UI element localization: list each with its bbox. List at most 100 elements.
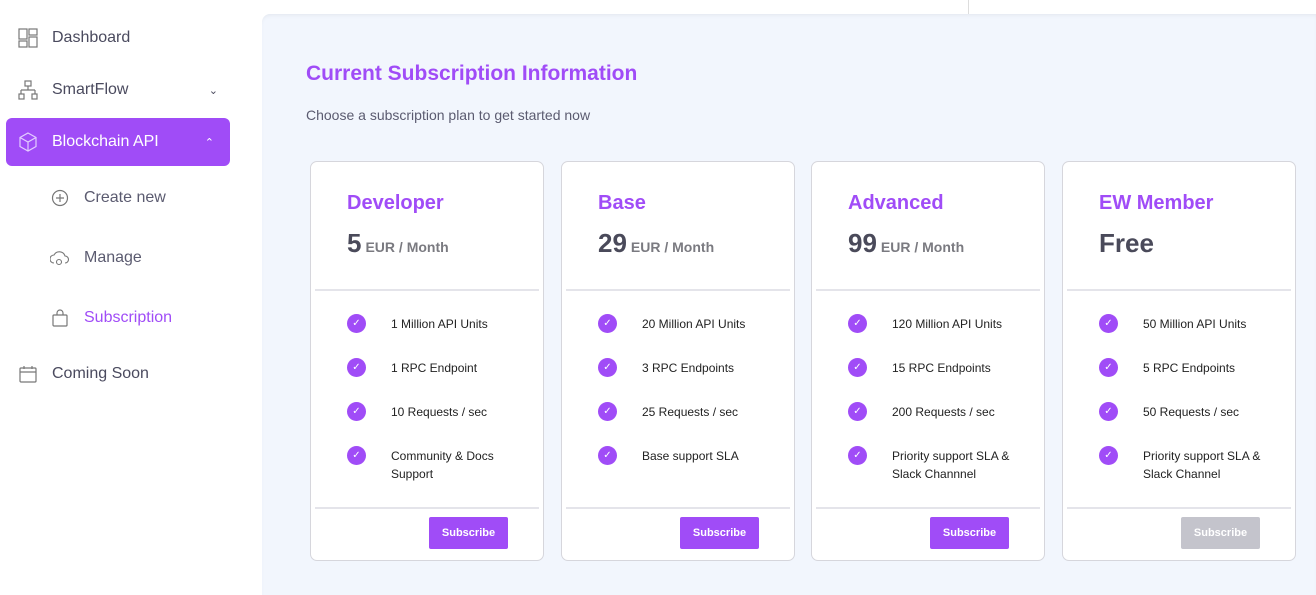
feature-text: 5 RPC Endpoints [1143, 361, 1236, 375]
feature-item: ✓ 5 RPC Endpoints [1099, 358, 1269, 377]
plan-price: 29 EUR / Month [598, 228, 714, 259]
check-circle-icon: ✓ [347, 314, 366, 333]
feature-item: ✓ 3 RPC Endpoints [598, 358, 768, 377]
sidebar-item-coming-soon[interactable]: Coming Soon [18, 364, 149, 384]
feature-text: 50 Million API Units [1143, 317, 1247, 331]
feature-item: ✓ 50 Requests / sec [1099, 402, 1269, 421]
subscribe-button[interactable]: Subscribe [1181, 517, 1260, 549]
sidebar-item-dashboard[interactable]: Dashboard [18, 28, 130, 48]
sidebar-item-smartflow[interactable]: SmartFlow ⌄ [18, 80, 218, 100]
check-circle-icon: ✓ [347, 402, 366, 421]
feature-item: ✓ Base support SLA [598, 446, 768, 465]
feature-text: Base support SLA [642, 449, 739, 463]
sidebar-item-label: Create new [84, 189, 166, 206]
feature-item: ✓ 15 RPC Endpoints [848, 358, 1018, 377]
divider [1067, 289, 1291, 291]
check-circle-icon: ✓ [598, 358, 617, 377]
cloud-gear-icon [50, 248, 70, 268]
feature-item: ✓ Community & Docs Support [347, 446, 517, 483]
page-title: Current Subscription Information [306, 62, 638, 85]
plan-price: Free [1099, 228, 1158, 259]
feature-item: ✓ 25 Requests / sec [598, 402, 768, 421]
dashboard-icon [18, 28, 38, 48]
main-content: Current Subscription Information Choose … [262, 14, 1316, 595]
sidebar: Dashboard SmartFlow ⌄ Blockchain API ⌃ Cre… [0, 0, 262, 595]
divider [816, 507, 1040, 509]
feature-item: ✓ 1 Million API Units [347, 314, 517, 333]
check-circle-icon: ✓ [347, 446, 366, 465]
calendar-icon [18, 364, 38, 384]
divider [315, 289, 539, 291]
chevron-down-icon: ⌄ [208, 84, 218, 97]
feature-text: 50 Requests / sec [1143, 405, 1240, 419]
price-amount: 29 [598, 228, 627, 258]
feature-text: 3 RPC Endpoints [642, 361, 735, 375]
price-amount: Free [1099, 228, 1154, 258]
flow-icon [18, 80, 38, 100]
chevron-up-icon: ⌃ [204, 136, 214, 149]
check-circle-icon: ✓ [848, 402, 867, 421]
plan-card: Base 29 EUR / Month ✓ 20 Million API Units… [561, 161, 795, 561]
subscribe-button[interactable]: Subscribe [930, 517, 1009, 549]
feature-text: Priority support SLA & Slack Channel [1143, 449, 1261, 481]
feature-text: 1 Million API Units [391, 317, 488, 331]
plan-card: Developer 5 EUR / Month ✓ 1 Million API Un… [310, 161, 544, 561]
bag-icon [50, 308, 70, 328]
check-circle-icon: ✓ [1099, 314, 1118, 333]
feature-text: 25 Requests / sec [642, 405, 739, 419]
plan-name: EW Member [1099, 192, 1214, 214]
check-circle-icon: ✓ [848, 314, 867, 333]
check-circle-icon: ✓ [848, 446, 867, 465]
check-circle-icon: ✓ [598, 314, 617, 333]
sidebar-item-label: Manage [84, 249, 142, 266]
feature-item: ✓ 20 Million API Units [598, 314, 768, 333]
divider [816, 289, 1040, 291]
feature-item: ✓ 50 Million API Units [1099, 314, 1269, 333]
sidebar-item-label: Subscription [84, 309, 173, 326]
feature-text: 10 Requests / sec [391, 405, 488, 419]
divider [315, 507, 539, 509]
divider [566, 289, 790, 291]
plan-name: Base [598, 192, 646, 214]
sidebar-item-manage[interactable]: Manage [50, 248, 142, 268]
subscribe-button[interactable]: Subscribe [680, 517, 759, 549]
plan-price: 5 EUR / Month [347, 228, 449, 259]
check-circle-icon: ✓ [347, 358, 366, 377]
sidebar-item-blockchain-api[interactable]: Blockchain API ⌃ [6, 118, 230, 166]
check-circle-icon: ✓ [1099, 446, 1118, 465]
sidebar-item-label: Dashboard [52, 29, 131, 46]
plan-name: Developer [347, 192, 444, 214]
plan-name: Advanced [848, 192, 944, 214]
price-amount: 5 [347, 228, 362, 258]
price-amount: 99 [848, 228, 877, 258]
feature-text: 20 Million API Units [642, 317, 746, 331]
price-unit: EUR / Month [365, 239, 449, 255]
subscribe-button[interactable]: Subscribe [429, 517, 508, 549]
feature-item: ✓ Priority support SLA & Slack Channel [1099, 446, 1269, 483]
feature-text: 15 RPC Endpoints [892, 361, 991, 375]
check-circle-icon: ✓ [848, 358, 867, 377]
price-unit: EUR / Month [630, 239, 715, 255]
sidebar-item-create-new[interactable]: Create new [50, 188, 166, 208]
feature-item: ✓ 10 Requests / sec [347, 402, 517, 421]
sidebar-item-subscription[interactable]: Subscription [50, 308, 172, 328]
feature-item: ✓ 200 Requests / sec [848, 402, 1018, 421]
feature-text: 1 RPC Endpoint [391, 361, 478, 375]
top-bar [262, 0, 1316, 14]
page-subtitle: Choose a subscription plan to get starte… [306, 107, 591, 123]
feature-text: Community & Docs Support [391, 449, 494, 481]
sidebar-item-label: SmartFlow [52, 81, 129, 98]
divider [968, 0, 969, 14]
divider [566, 507, 790, 509]
feature-text: 120 Million API Units [892, 317, 1003, 331]
sidebar-item-label: Blockchain API [52, 133, 159, 150]
cube-icon [18, 132, 38, 152]
feature-text: 200 Requests / sec [892, 405, 995, 419]
feature-item: ✓ 1 RPC Endpoint [347, 358, 517, 377]
check-circle-icon: ✓ [1099, 358, 1118, 377]
price-unit: EUR / Month [880, 239, 965, 255]
feature-item: ✓ Priority support SLA & Slack Channnel [848, 446, 1018, 483]
plan-card: Advanced 99 EUR / Month ✓ 120 Million API … [811, 161, 1045, 561]
feature-item: ✓ 120 Million API Units [848, 314, 1018, 333]
plus-circle-icon [50, 188, 70, 208]
